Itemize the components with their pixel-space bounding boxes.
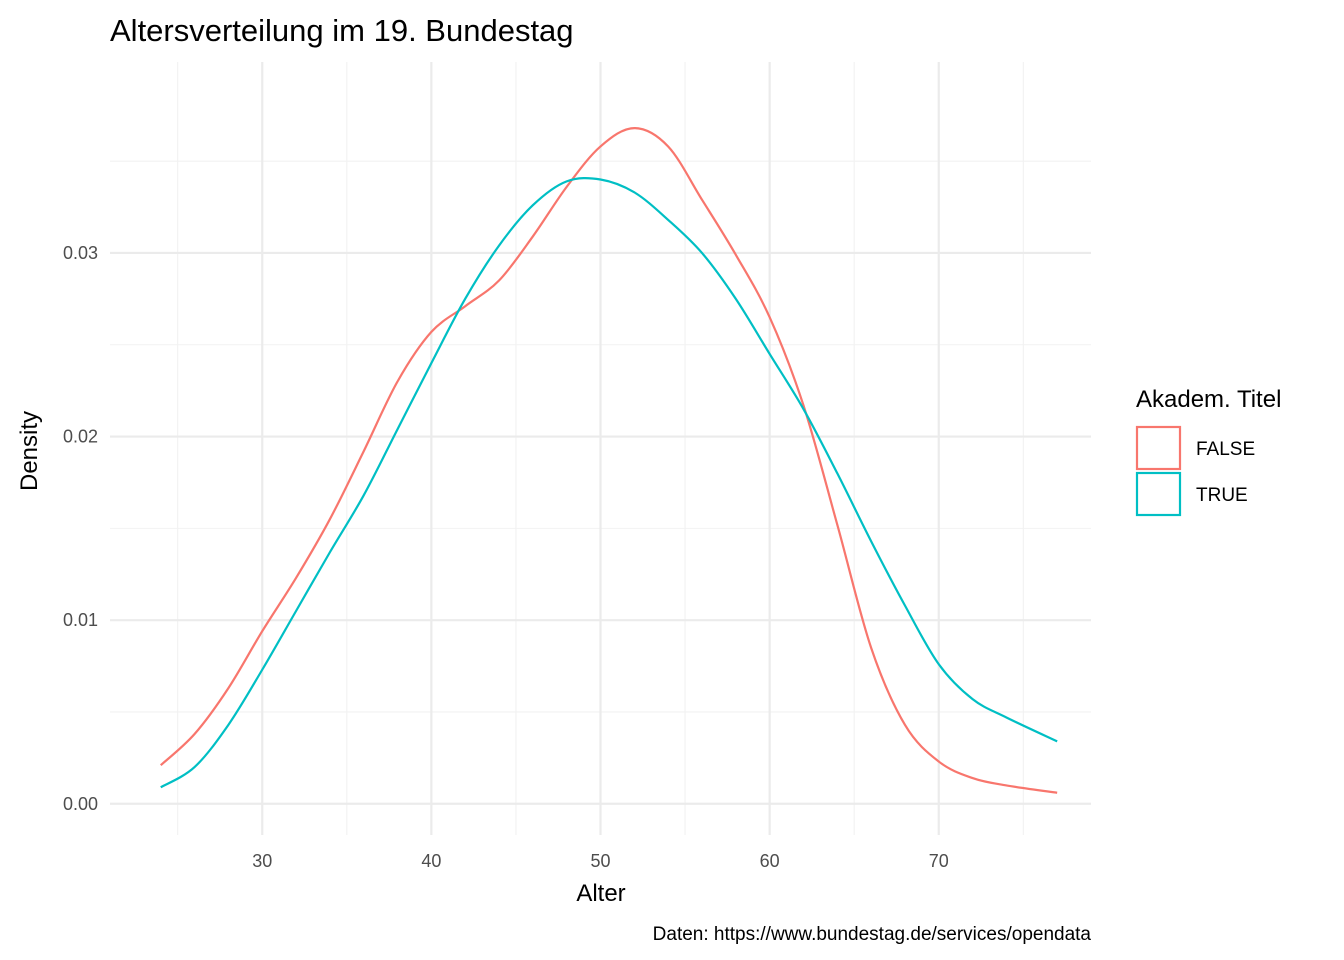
chart-title: Altersverteilung im 19. Bundestag: [110, 13, 574, 48]
x-tick-label: 70: [929, 851, 949, 871]
density-line-true: [160, 177, 1058, 789]
major-gridlines-x: [261, 62, 940, 835]
legend-label-true: TRUE: [1196, 485, 1248, 506]
legend-label-false: FALSE: [1196, 439, 1255, 460]
x-axis-tick-labels: 30 40 50 60 70: [252, 851, 949, 871]
y-tick-label: 0.03: [63, 243, 98, 263]
x-tick-label: 30: [252, 851, 272, 871]
y-tick-label: 0.00: [63, 794, 98, 814]
major-gridlines-y: [110, 251, 1091, 805]
legend-title: Akadem. Titel: [1136, 386, 1281, 413]
chart-caption: Daten: https://www.bundestag.de/services…: [653, 924, 1092, 945]
x-tick-label: 40: [421, 851, 441, 871]
legend-key-false: [1135, 425, 1182, 471]
y-tick-label: 0.01: [63, 610, 98, 630]
legend: Akadem. Titel FALSE TRUE: [1135, 386, 1281, 517]
series-layer: [159, 127, 1058, 794]
legend-key-true: [1135, 471, 1182, 517]
x-tick-label: 60: [760, 851, 780, 871]
density-line-false: [159, 127, 1058, 794]
legend-items: FALSE TRUE: [1135, 425, 1255, 517]
y-axis-tick-labels: 0.00 0.01 0.02 0.03: [63, 243, 98, 814]
y-tick-label: 0.02: [63, 427, 98, 447]
y-axis-title: Density: [16, 411, 43, 491]
x-axis-title: Alter: [576, 880, 625, 907]
minor-gridlines-x: [177, 62, 1024, 835]
x-tick-label: 50: [590, 851, 610, 871]
